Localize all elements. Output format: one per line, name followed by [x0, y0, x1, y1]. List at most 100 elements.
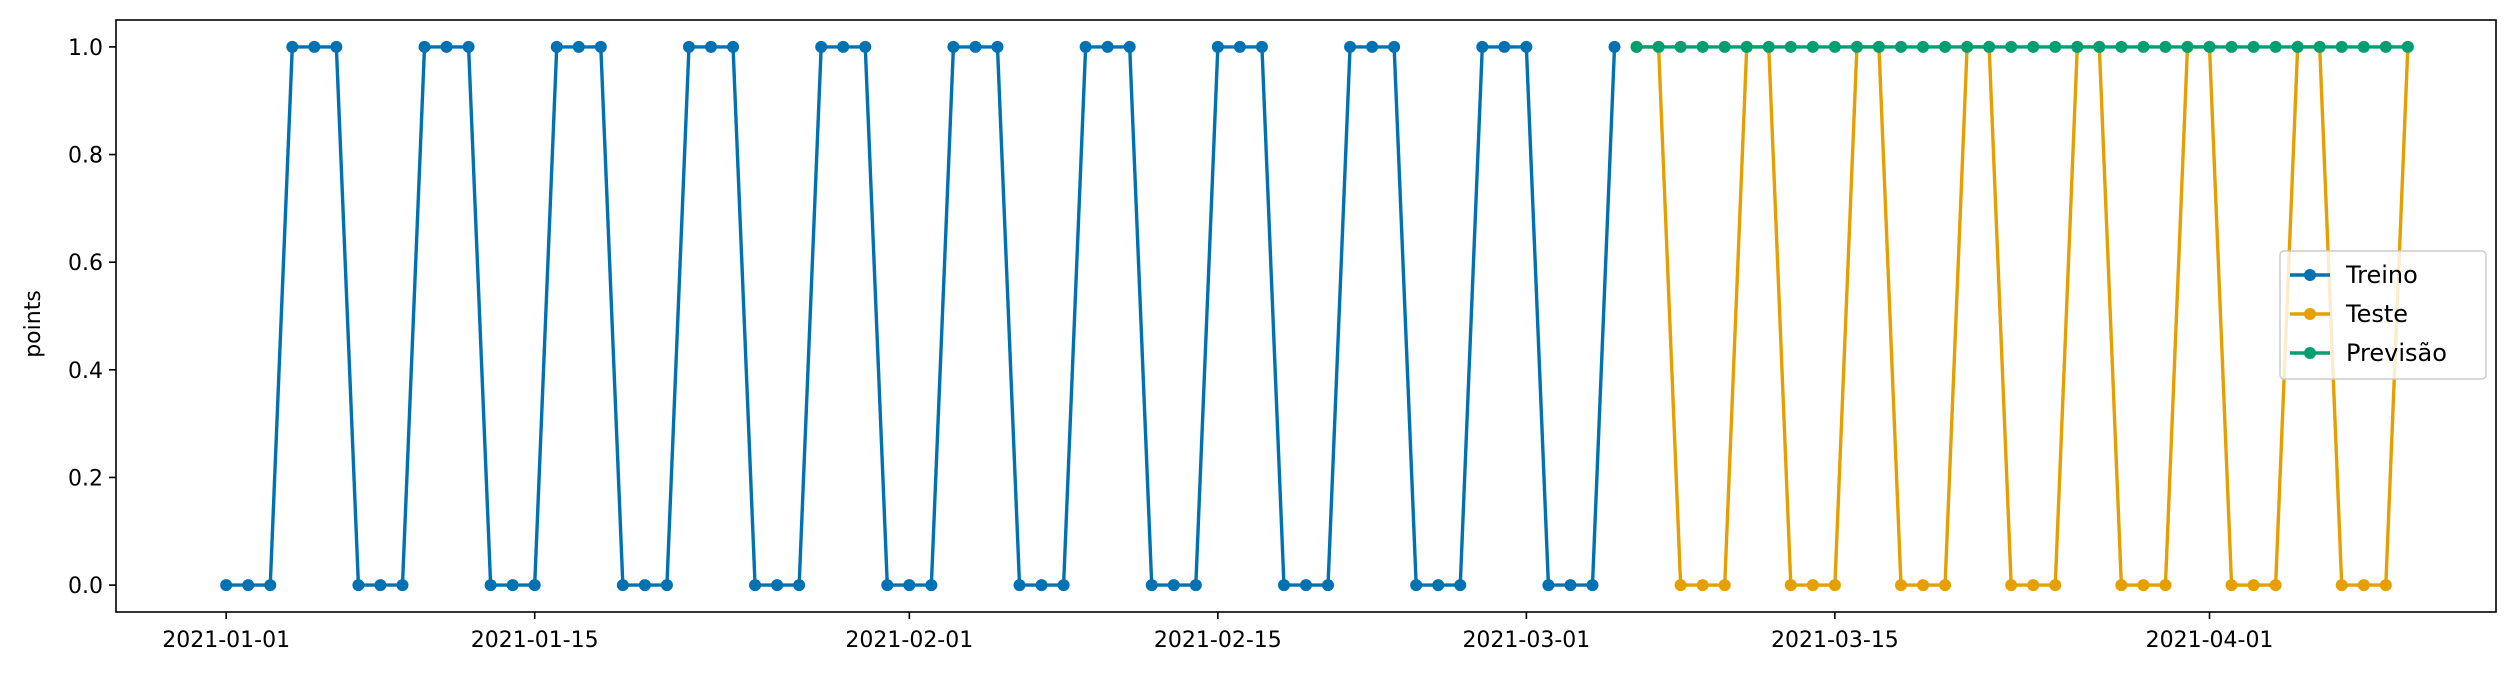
y-tick-label: 1.0	[68, 36, 103, 61]
data-point	[1674, 579, 1687, 592]
data-point	[1939, 40, 1952, 53]
data-point	[2115, 579, 2128, 592]
data-point	[2379, 40, 2392, 53]
data-point	[1233, 40, 1246, 53]
data-point	[1123, 40, 1136, 53]
y-axis-label: points	[21, 290, 46, 358]
data-point	[1806, 579, 1819, 592]
data-point	[1630, 40, 1643, 53]
legend-entry: Previsão	[2290, 339, 2447, 367]
x-tick-label: 2021-03-01	[1462, 628, 1590, 653]
data-point	[1828, 579, 1841, 592]
data-point	[2291, 40, 2304, 53]
data-point	[440, 40, 453, 53]
data-point	[2247, 579, 2260, 592]
data-point	[1322, 579, 1335, 592]
data-point	[2269, 579, 2282, 592]
y-tick-label: 0.4	[68, 359, 103, 384]
legend-label: Teste	[2345, 300, 2408, 328]
legend-box	[2279, 250, 2487, 380]
data-point	[484, 579, 497, 592]
data-point	[925, 579, 938, 592]
data-point	[1917, 40, 1930, 53]
data-point	[1189, 579, 1202, 592]
data-point	[1850, 40, 1863, 53]
data-point	[1167, 579, 1180, 592]
data-point	[1939, 579, 1952, 592]
data-point	[352, 579, 365, 592]
data-point	[2137, 40, 2150, 53]
legend-marker	[2304, 308, 2316, 320]
data-point	[2357, 579, 2370, 592]
legend-entry: Teste	[2290, 300, 2408, 328]
data-point	[660, 579, 673, 592]
data-point	[2005, 40, 2018, 53]
data-point	[2071, 40, 2084, 53]
data-point	[2401, 40, 2414, 53]
data-point	[903, 579, 916, 592]
data-point	[705, 40, 717, 53]
legend-label: Previsão	[2346, 339, 2447, 367]
data-point	[1432, 579, 1445, 592]
data-point	[2225, 40, 2238, 53]
data-point	[947, 40, 960, 53]
data-point	[2181, 40, 2194, 53]
data-point	[1696, 40, 1709, 53]
data-point	[2247, 40, 2260, 53]
data-point	[2335, 579, 2348, 592]
data-point	[991, 40, 1004, 53]
y-tick-label: 0.0	[68, 574, 103, 599]
data-point	[1718, 40, 1731, 53]
data-point	[572, 40, 585, 53]
y-tick-label: 0.6	[68, 251, 103, 276]
data-point	[1454, 579, 1467, 592]
data-point	[2159, 579, 2172, 592]
legend-entry: Treino	[2290, 261, 2418, 289]
data-point	[1013, 579, 1026, 592]
data-point	[550, 40, 563, 53]
data-point	[396, 579, 409, 592]
legend-label: Treino	[2345, 261, 2418, 289]
data-point	[969, 40, 982, 53]
data-point	[2115, 40, 2128, 53]
plot-frame	[115, 19, 2497, 613]
data-point	[1895, 40, 1907, 53]
data-point	[2335, 40, 2348, 53]
data-point	[1983, 40, 1996, 53]
data-point	[1696, 579, 1709, 592]
legend: Treino Teste Previsão	[2279, 250, 2487, 380]
data-point	[242, 579, 255, 592]
data-point	[1652, 40, 1665, 53]
data-point	[2027, 579, 2040, 592]
data-point	[2093, 40, 2106, 53]
data-point	[2049, 579, 2062, 592]
data-point	[815, 40, 828, 53]
data-point	[1388, 40, 1401, 53]
x-tick-label: 2021-03-15	[1771, 628, 1899, 653]
data-point	[749, 579, 762, 592]
axes-layer: 2021-01-01 2021-01-15 2021-02-01 2021-02-15…	[68, 19, 2497, 653]
data-point	[528, 579, 541, 592]
data-point	[286, 40, 299, 53]
data-point	[220, 579, 233, 592]
data-point	[1961, 40, 1974, 53]
data-point	[1784, 579, 1797, 592]
data-point	[2203, 40, 2216, 53]
data-point	[1674, 40, 1687, 53]
x-tick-label: 2021-02-01	[845, 628, 973, 653]
data-point	[727, 40, 740, 53]
data-point	[881, 579, 894, 592]
data-point	[682, 40, 695, 53]
data-point	[2269, 40, 2282, 53]
data-point	[837, 40, 850, 53]
data-point	[2357, 40, 2370, 53]
data-point	[1057, 579, 1070, 592]
data-point	[2379, 579, 2392, 592]
legend-marker	[2304, 347, 2316, 359]
data-point	[638, 579, 651, 592]
data-point	[2005, 579, 2018, 592]
data-point	[1277, 579, 1290, 592]
data-point	[2049, 40, 2062, 53]
x-tick-label: 2021-04-01	[2146, 628, 2274, 653]
data-point	[1718, 579, 1731, 592]
